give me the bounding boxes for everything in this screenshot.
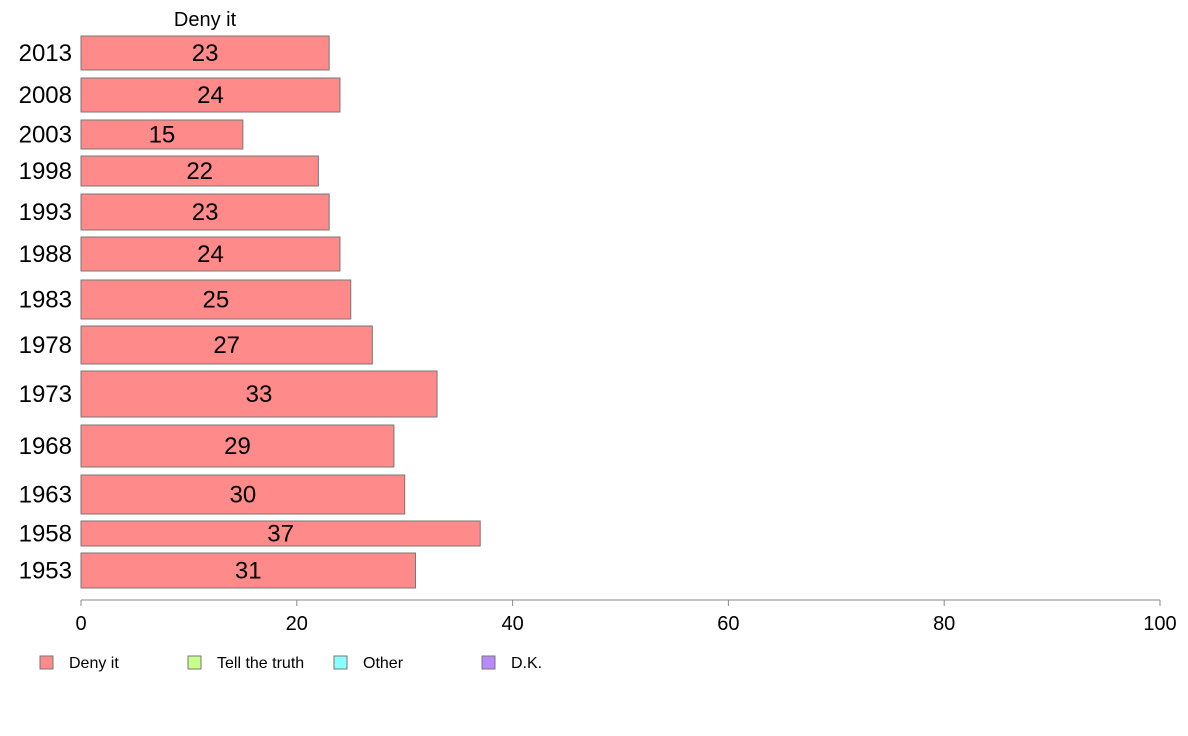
x-tick-label: 60 xyxy=(717,613,739,635)
data-label: 31 xyxy=(235,558,262,585)
legend: Deny it Tell the truth Other D.K. xyxy=(39,655,542,672)
bar-1953 xyxy=(80,552,416,589)
data-label: 24 xyxy=(197,82,224,109)
legend-label: Tell the truth xyxy=(217,655,304,672)
bar-1958 xyxy=(80,520,481,547)
data-label: 22 xyxy=(186,158,213,185)
bar-1998 xyxy=(80,155,319,187)
y-tick-label: 1953 xyxy=(19,558,72,585)
x-axis: 0 20 40 60 80 100 xyxy=(75,599,1177,635)
y-tick-label: 1978 xyxy=(19,332,72,359)
data-label: 33 xyxy=(246,381,273,408)
data-label: 23 xyxy=(192,40,219,67)
bar-2013 xyxy=(80,35,330,71)
bars-group: 2013 23 2008 24 2003 15 1998 22 1993 23 1988 24 1983… xyxy=(19,35,481,589)
bar-1988 xyxy=(80,236,341,272)
legend-swatch xyxy=(39,655,54,670)
x-tick-label: 20 xyxy=(286,613,308,635)
data-label: 24 xyxy=(197,241,224,268)
bar-1978 xyxy=(80,325,373,365)
data-label: 23 xyxy=(192,199,219,226)
bar-1968 xyxy=(80,424,395,468)
bar-2008 xyxy=(80,77,341,113)
x-tick-label: 100 xyxy=(1143,613,1176,635)
x-tick-label: 80 xyxy=(933,613,955,635)
bar-1973 xyxy=(80,370,438,418)
data-label: 27 xyxy=(213,332,240,359)
y-tick-label: 1993 xyxy=(19,199,72,226)
x-tick-label: 40 xyxy=(501,613,523,635)
data-label: 25 xyxy=(203,287,230,314)
bar-2003 xyxy=(80,119,244,150)
bar-1963 xyxy=(80,474,406,515)
legend-label: Other xyxy=(363,655,404,672)
y-tick-label: 2003 xyxy=(19,122,72,149)
y-tick-label: 1968 xyxy=(19,433,72,460)
panel-title: Deny it xyxy=(174,9,237,31)
y-tick-label: 1988 xyxy=(19,241,72,268)
data-label: 30 xyxy=(229,482,256,509)
y-tick-label: 2013 xyxy=(19,40,72,67)
y-tick-label: 1973 xyxy=(19,381,72,408)
y-tick-label: 1983 xyxy=(19,287,72,314)
bar-1993 xyxy=(80,193,330,231)
data-label: 37 xyxy=(267,521,294,548)
data-label: 15 xyxy=(149,122,176,149)
legend-swatch xyxy=(187,655,202,670)
y-tick-label: 2008 xyxy=(19,82,72,109)
legend-swatch xyxy=(481,655,496,670)
legend-swatch xyxy=(333,655,348,670)
y-tick-label: 1963 xyxy=(19,482,72,509)
bar-1983 xyxy=(80,279,352,320)
data-label: 29 xyxy=(224,433,251,460)
legend-label: Deny it xyxy=(69,655,119,672)
y-tick-label: 1958 xyxy=(19,521,72,548)
x-tick-label: 0 xyxy=(75,613,86,635)
y-tick-label: 1998 xyxy=(19,158,72,185)
legend-label: D.K. xyxy=(511,655,542,672)
